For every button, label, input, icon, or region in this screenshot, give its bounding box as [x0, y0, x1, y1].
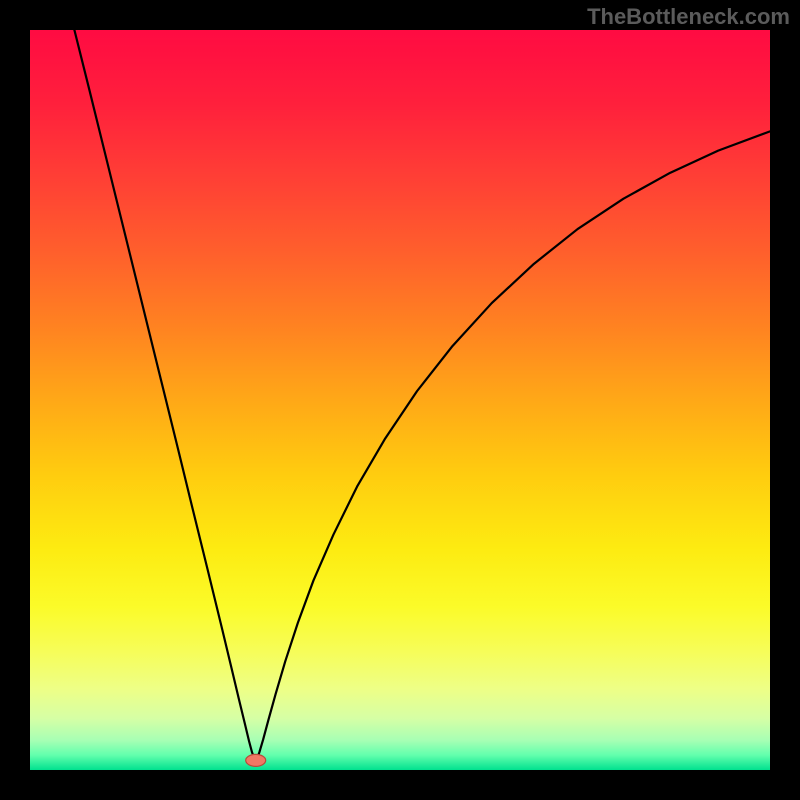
- bottleneck-chart: [0, 0, 800, 800]
- watermark-text: TheBottleneck.com: [587, 4, 790, 30]
- minimum-marker: [246, 754, 266, 766]
- plot-background-gradient: [30, 30, 770, 770]
- chart-container: TheBottleneck.com: [0, 0, 800, 800]
